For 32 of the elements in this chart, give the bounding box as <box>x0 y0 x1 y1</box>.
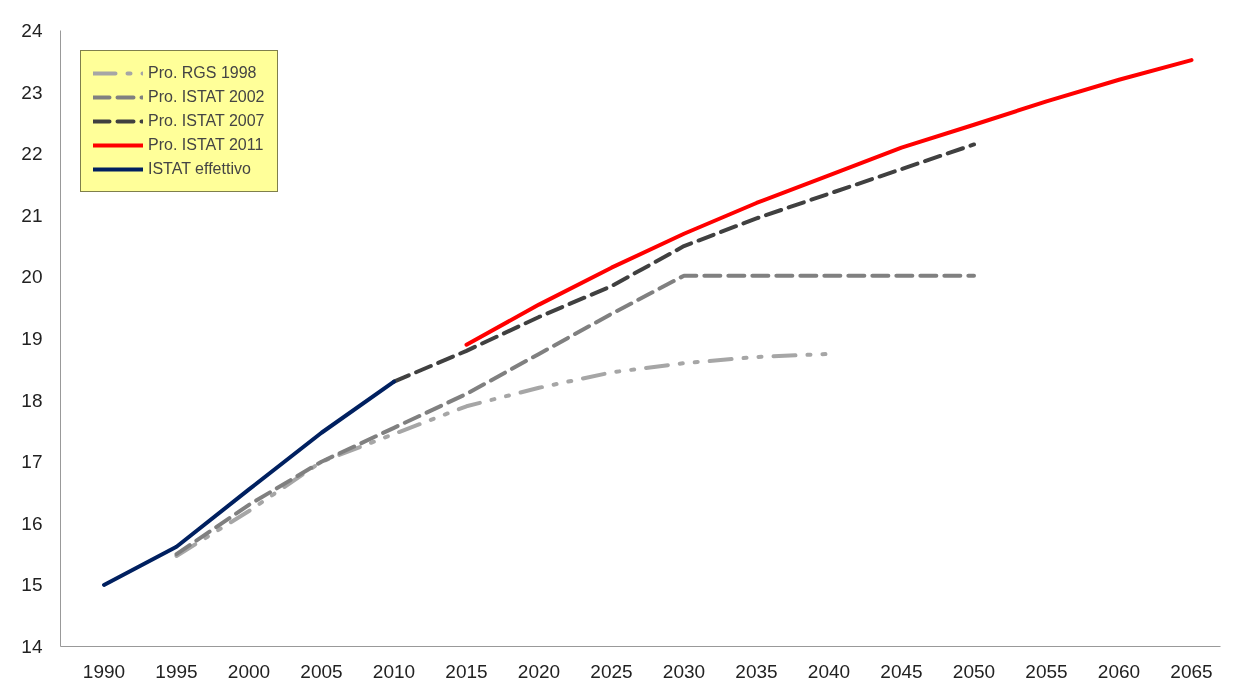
x-tick-label: 1995 <box>155 660 198 682</box>
x-tick-label: 2015 <box>445 660 488 682</box>
y-tick-label: 14 <box>21 636 43 657</box>
x-tick-label: 2010 <box>372 660 416 682</box>
y-tick-label: 18 <box>21 389 43 411</box>
x-tick-label: 2025 <box>590 660 633 682</box>
legend-label: Pro. ISTAT 2007 <box>148 112 265 130</box>
x-tick-label: 2035 <box>735 660 778 682</box>
x-tick-label: 2020 <box>517 660 561 682</box>
x-tick-label: 2045 <box>880 660 923 682</box>
x-tick-label: 2065 <box>1170 660 1213 682</box>
x-tick-label: 2050 <box>952 660 996 682</box>
y-tick-label: 22 <box>21 143 43 165</box>
x-tick-label: 1990 <box>82 660 126 682</box>
y-tick-label: 20 <box>21 266 43 288</box>
x-tick-label: 2000 <box>227 660 271 682</box>
x-tick-label: 2055 <box>1025 660 1068 682</box>
y-tick-label: 17 <box>21 451 43 473</box>
y-tick-label: 19 <box>21 328 43 349</box>
x-tick-label: 2030 <box>662 660 706 682</box>
x-tick-label: 2040 <box>807 660 851 682</box>
y-tick-label: 23 <box>21 81 43 103</box>
x-tick-label: 2005 <box>300 660 343 682</box>
legend-label: Pro. ISTAT 2002 <box>148 88 265 106</box>
legend-label: Pro. RGS 1998 <box>148 64 257 82</box>
y-tick-label: 21 <box>21 204 43 226</box>
x-tick-label: 2060 <box>1097 660 1141 682</box>
y-tick-label: 24 <box>21 20 43 41</box>
legend-label: Pro. ISTAT 2011 <box>148 136 264 154</box>
legend-label: ISTAT effettivo <box>148 160 251 178</box>
y-tick-label: 16 <box>21 512 43 534</box>
y-tick-label: 15 <box>21 574 43 596</box>
